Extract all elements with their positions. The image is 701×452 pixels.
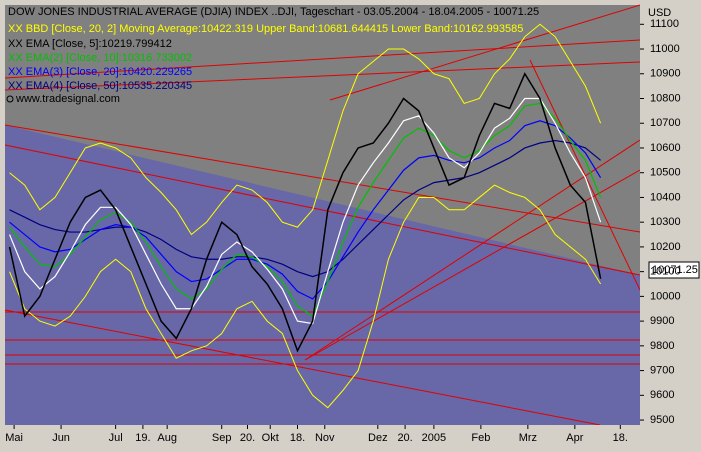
x-tick-label: Apr [566,432,583,444]
band-lower [9,184,602,409]
x-tick-label: Dez [368,432,388,444]
y-tick-label: 9900 [650,315,674,327]
y-tick-label: 11100 [650,18,679,30]
legend-entry: XX EMA(4) [Close, 50]:10535.220345 [8,80,192,92]
ema-line [9,139,601,278]
ema-line [9,120,602,300]
y-tick-label: 10700 [650,117,681,129]
x-tick-label: 2005 [422,432,446,444]
legend-entry: XX EMA(2) [Close, 10]:10316.733002 [8,52,192,64]
x-tick-label: 18. [613,432,628,444]
y-tick-label: 10900 [650,68,681,80]
trend-line [4,309,601,426]
ema-line [8,97,602,325]
trend-line [329,4,641,101]
y-axis-label: USD [648,7,671,19]
legend-entry: XX BBD [Close, 20, 2] Moving Average:104… [8,23,523,35]
x-tick-label: Mai [5,432,23,444]
y-tick-label: 9500 [650,414,674,426]
x-axis-panel [0,425,701,447]
legend-entry: XX EMA [Close, 5]:10219.799412 [8,38,172,50]
trend-lines [4,4,641,426]
y-tick-label: 10500 [650,167,681,179]
y-tick-label: 10000 [650,290,681,302]
y-tick-label: 9600 [650,389,674,401]
legend-entry: XX EMA(3) [Close, 20]:10420.229265 [8,66,192,78]
y-tick-label: 11000 [650,43,680,55]
y-tick-label: 9700 [650,364,674,376]
last-value-label: 10071.25 [652,264,698,276]
x-tick-label: 20. [397,432,412,444]
channel-shade [5,125,640,425]
x-tick-label: Sep [212,432,232,444]
trend-line [4,61,641,91]
x-tick-label: Jun [52,432,70,444]
x-tick-label: Mrz [519,432,537,444]
y-tick-label: 10200 [650,241,681,253]
x-tick-label: Okt [262,432,279,444]
x-tick-label: Aug [157,432,177,444]
price-line [8,72,602,353]
y-tick-label: 10300 [650,216,681,228]
trend-line [529,59,641,291]
chart-title: DOW JONES INDUSTRIAL AVERAGE (DJIA) INDE… [8,6,539,18]
trend-line [4,144,641,276]
source: www.tradesignal.com [15,93,120,105]
last-value-box [648,261,700,279]
band-upper [9,23,602,236]
x-tick-label: 19. [135,432,150,444]
ema-line [9,102,602,318]
marks [8,23,602,409]
y-tick-label: 10400 [650,191,681,203]
y-axis-panel [640,5,701,425]
source-icon [6,95,14,103]
x-tick-label: Jul [109,432,123,444]
y-tick-label: 10600 [650,142,681,154]
x-tick-label: 18. [290,432,305,444]
trend-line [4,39,641,79]
y-tick-label: 9800 [650,340,674,352]
x-tick-label: Feb [471,432,490,444]
y-tick-label: 10800 [650,92,681,104]
x-tick-label: 20. [240,432,255,444]
y-tick-label: 10100 [650,266,681,278]
x-tick-label: Nov [315,432,335,444]
